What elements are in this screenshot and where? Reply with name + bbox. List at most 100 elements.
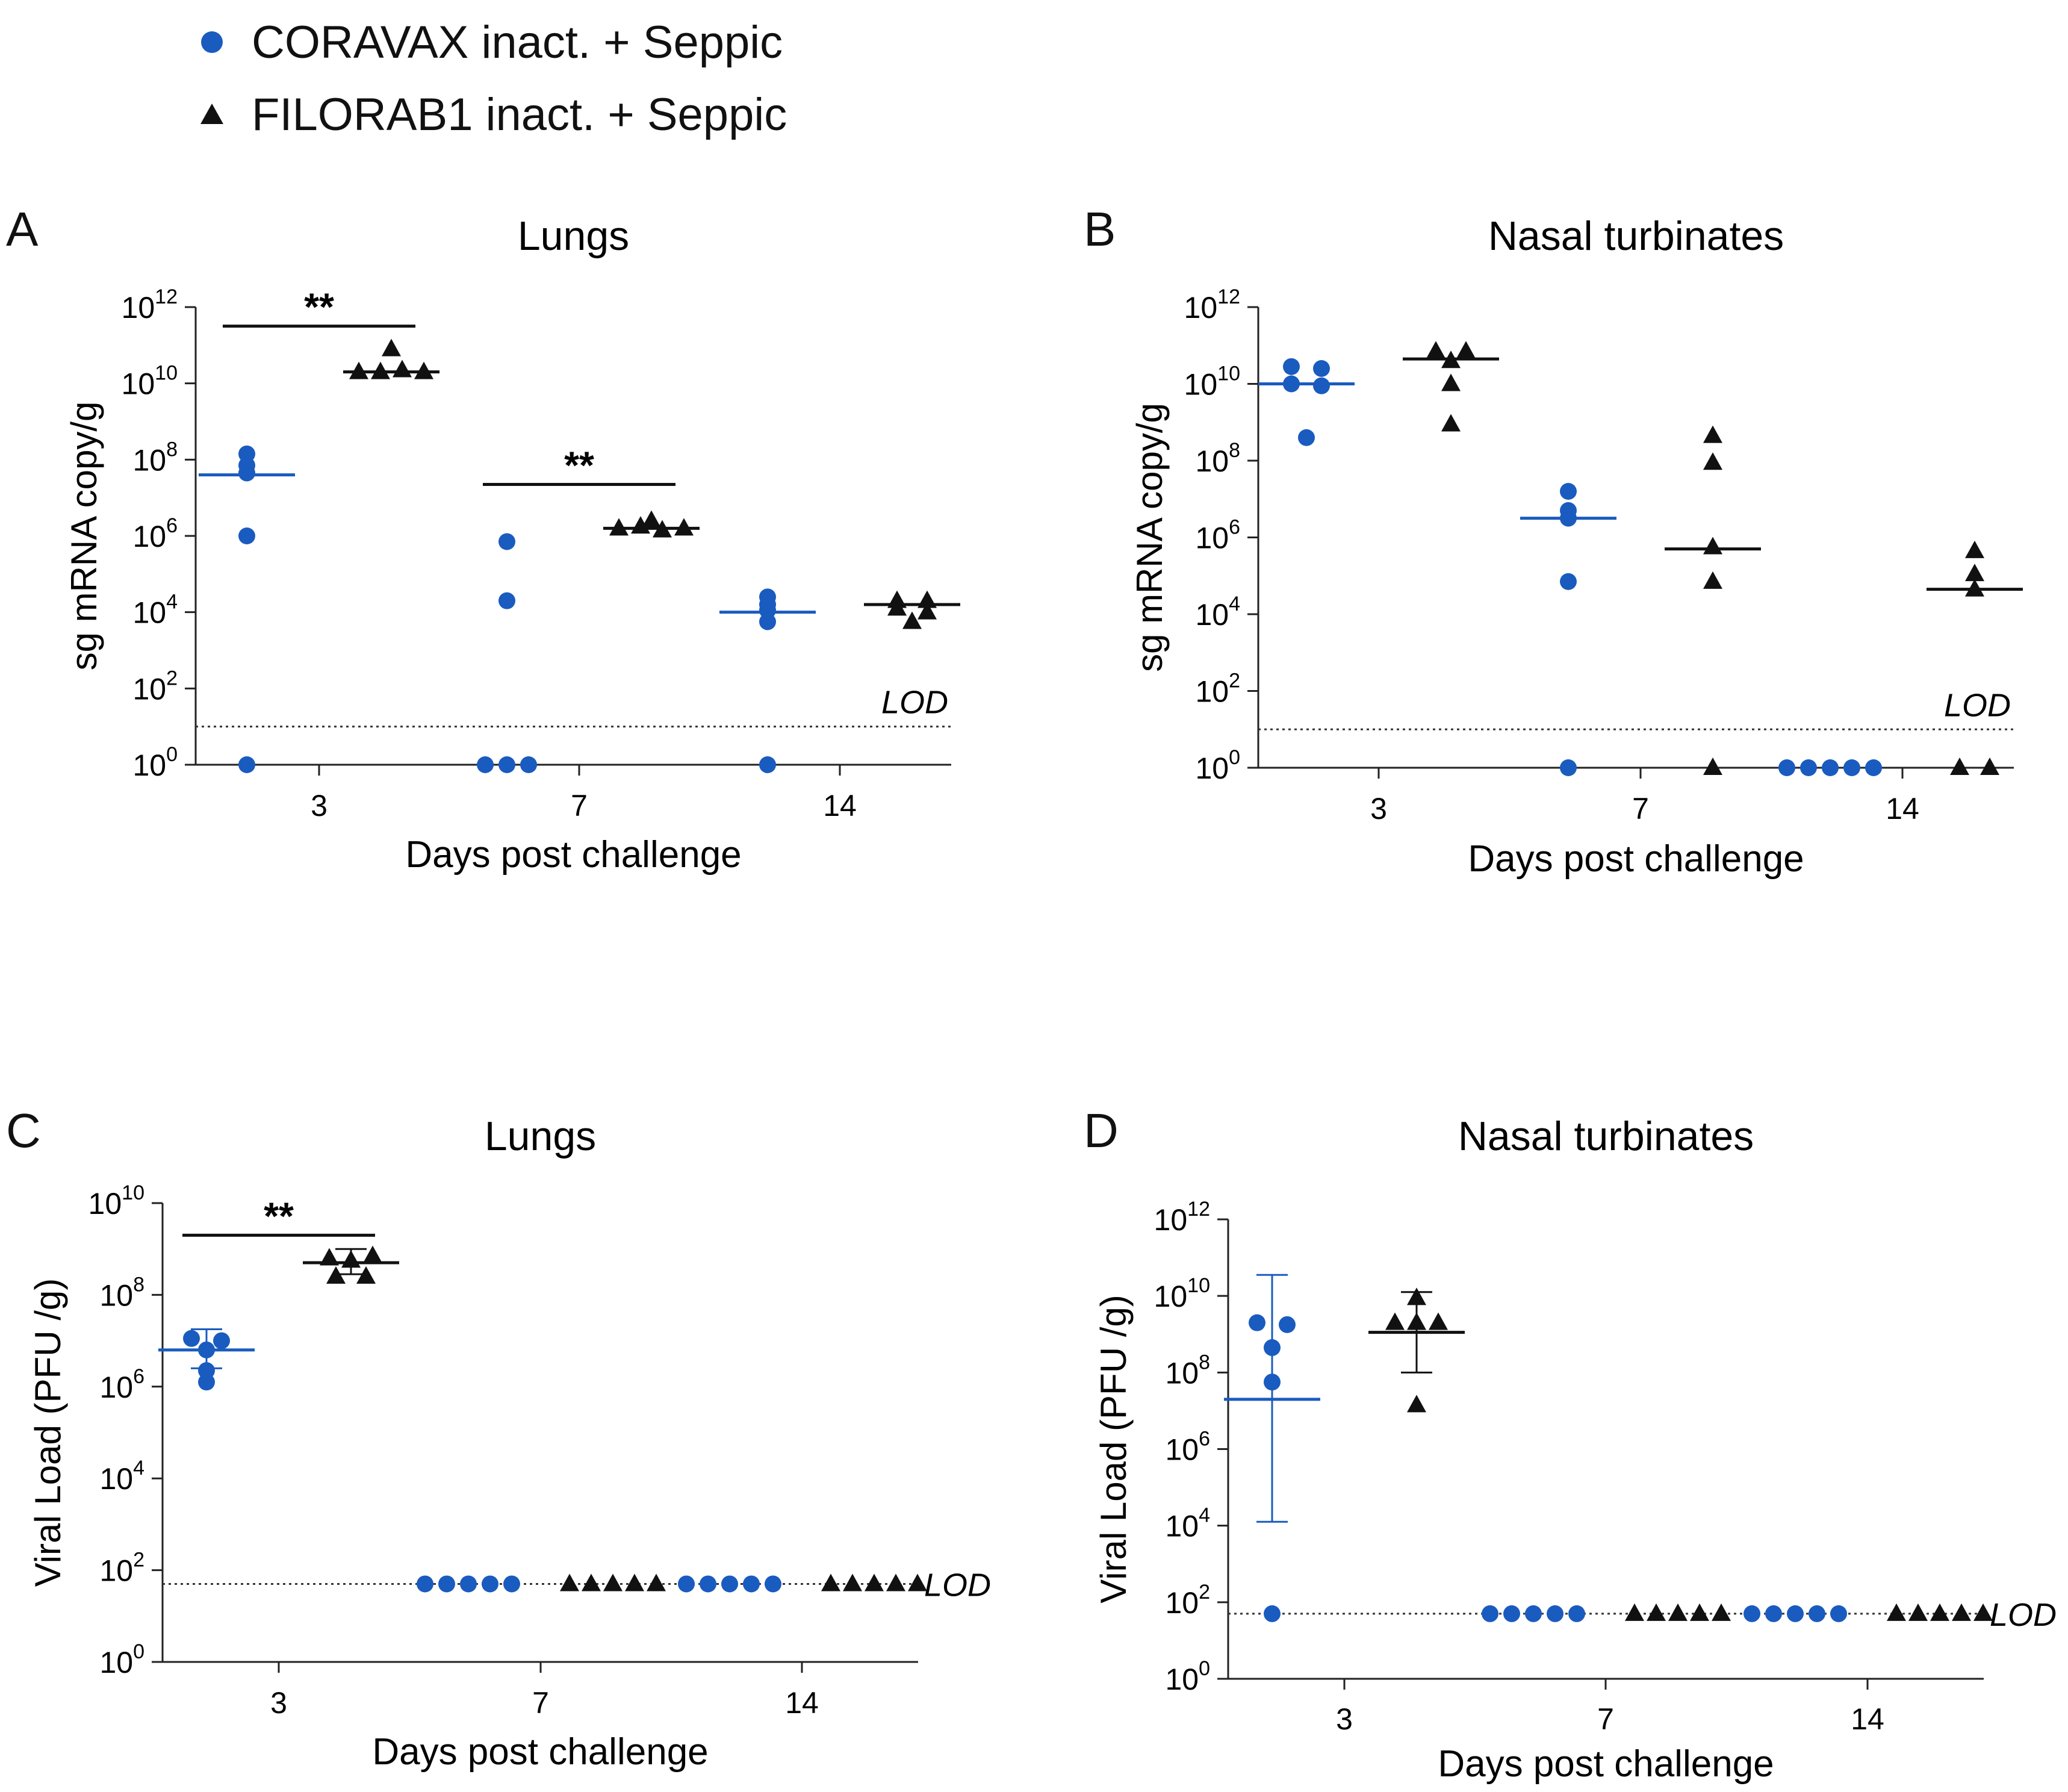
data-point <box>902 611 922 629</box>
chart-title: Nasal turbinates <box>1488 213 1784 259</box>
data-point <box>1264 1374 1281 1391</box>
y-tick-label: 106 <box>1165 1428 1210 1467</box>
data-point <box>382 338 401 356</box>
data-point <box>625 1573 644 1591</box>
y-tick-label-base: 10 <box>1165 1510 1199 1543</box>
y-tick-label-base: 10 <box>99 1370 133 1404</box>
data-point <box>700 1575 716 1593</box>
data-point <box>631 516 650 534</box>
data-point <box>498 533 515 550</box>
y-tick-label-base: 10 <box>88 1187 122 1221</box>
data-point <box>238 527 255 544</box>
y-tick-label: 100 <box>1195 746 1240 785</box>
data-point <box>1712 1603 1731 1621</box>
data-point <box>1560 759 1577 776</box>
data-point <box>1830 1605 1847 1622</box>
data-point <box>865 1573 884 1591</box>
legend: CORAVAX inact. + Seppic FILORAB1 inact. … <box>199 6 787 151</box>
y-tick-label: 100 <box>1165 1657 1210 1696</box>
data-point <box>1908 1603 1928 1621</box>
y-tick-label-exponent: 6 <box>1229 516 1240 539</box>
y-tick-label-exponent: 0 <box>166 743 178 766</box>
data-point <box>1778 759 1795 776</box>
significance-label: ** <box>564 444 594 487</box>
x-tick-label: 3 <box>1370 792 1387 826</box>
y-tick-label-exponent: 4 <box>166 591 178 614</box>
chart-title: Lungs <box>485 1113 596 1159</box>
data-point <box>678 1575 695 1593</box>
y-tick-label: 104 <box>1195 593 1240 632</box>
data-point <box>1426 341 1445 359</box>
y-tick-label-base: 10 <box>1195 751 1229 785</box>
series-coravax <box>199 445 816 773</box>
y-tick-label-exponent: 0 <box>1199 1657 1210 1680</box>
x-tick-label: 3 <box>270 1686 287 1720</box>
data-point <box>438 1575 455 1593</box>
data-point <box>1703 425 1722 443</box>
data-point <box>238 756 255 773</box>
data-point <box>1407 1312 1426 1330</box>
data-point <box>1787 1605 1804 1622</box>
series-filorab1 <box>1368 1287 1993 1621</box>
data-point <box>674 518 694 536</box>
data-point <box>320 1248 339 1266</box>
y-tick-label-exponent: 0 <box>1229 746 1240 769</box>
data-point <box>1703 452 1722 470</box>
data-point <box>1703 758 1722 775</box>
y-tick-label-base: 10 <box>99 1646 133 1679</box>
y-tick-label-exponent: 2 <box>166 667 178 689</box>
y-tick-label: 100 <box>99 1640 144 1679</box>
data-point <box>1744 1605 1760 1622</box>
y-tick-label-exponent: 10 <box>1217 362 1240 385</box>
x-axis-label: Days post challenge <box>405 834 741 876</box>
data-point <box>647 1573 666 1591</box>
data-point <box>1560 502 1577 519</box>
data-point <box>821 1573 840 1591</box>
data-point <box>349 361 368 379</box>
data-point <box>371 361 390 379</box>
y-tick-label-exponent: 4 <box>1199 1504 1210 1527</box>
data-point <box>1560 573 1577 590</box>
data-point <box>414 361 433 379</box>
x-tick-label: 3 <box>311 789 328 823</box>
y-tick-label-exponent: 2 <box>1229 670 1240 692</box>
data-point <box>356 1266 376 1284</box>
data-point <box>1547 1605 1563 1622</box>
y-tick-label-base: 10 <box>1165 1433 1199 1467</box>
data-point <box>843 1573 862 1591</box>
x-tick-label: 14 <box>1851 1702 1884 1736</box>
data-point <box>1385 1312 1405 1330</box>
x-tick-label: 3 <box>1336 1702 1353 1736</box>
data-point <box>213 1332 230 1349</box>
lod-label: LOD <box>924 1567 991 1603</box>
series-coravax <box>1258 358 1882 776</box>
data-point <box>1950 758 1969 775</box>
data-point <box>1560 483 1577 500</box>
y-tick-label-base: 10 <box>1165 1586 1199 1620</box>
lod-label: LOD <box>881 685 948 721</box>
y-tick-label: 102 <box>132 667 178 706</box>
data-point <box>1525 1605 1542 1622</box>
data-point <box>1965 579 1984 597</box>
legend-item-coravax: CORAVAX inact. + Seppic <box>199 6 787 78</box>
y-tick-label-exponent: 8 <box>166 438 178 461</box>
legend-label-coravax: CORAVAX inact. + Seppic <box>252 16 783 68</box>
data-point <box>918 590 937 608</box>
y-tick-label: 1010 <box>88 1181 144 1221</box>
data-point <box>743 1575 760 1593</box>
y-tick-label: 1010 <box>1154 1274 1210 1313</box>
y-tick-label-exponent: 6 <box>133 1365 144 1388</box>
y-tick-label-base: 10 <box>1184 291 1218 325</box>
data-point <box>609 518 629 536</box>
data-point <box>363 1245 382 1263</box>
x-tick-label: 7 <box>571 789 588 823</box>
data-point <box>198 1341 215 1358</box>
data-point <box>1822 759 1839 776</box>
y-tick-label: 1012 <box>122 285 178 325</box>
y-tick-label: 100 <box>132 743 178 782</box>
data-point <box>482 1575 498 1593</box>
y-tick-label-base: 10 <box>1195 521 1229 555</box>
y-tick-label-exponent: 12 <box>1187 1198 1210 1221</box>
